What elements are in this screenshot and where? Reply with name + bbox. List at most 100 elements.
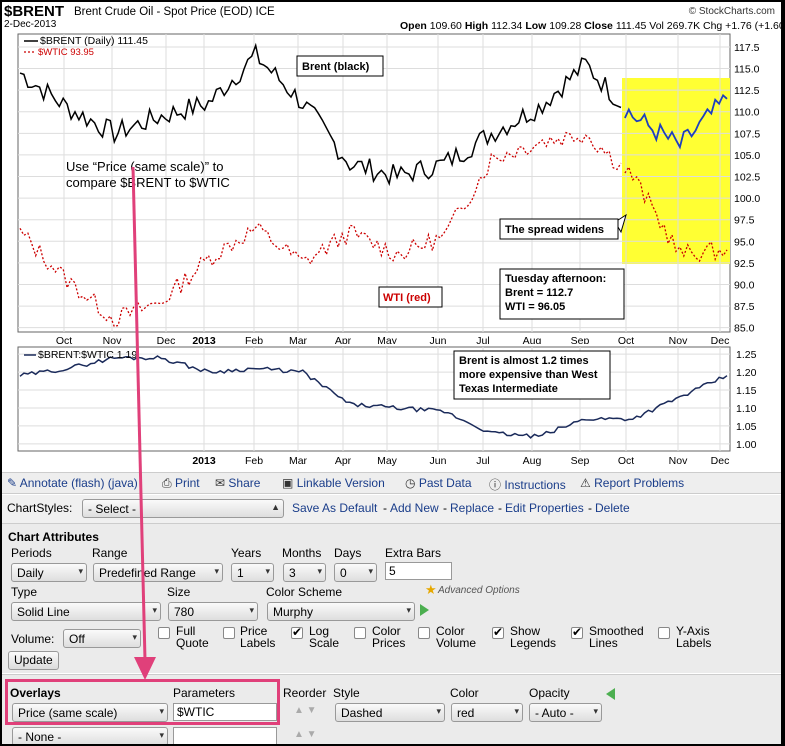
days-select[interactable]: 0 ▾: [334, 563, 377, 582]
size-select[interactable]: 780 ▾: [168, 602, 258, 621]
years-select[interactable]: 1 ▾: [231, 563, 274, 582]
y-tick-label: 85.0: [734, 323, 755, 335]
brent-black-label: Brent (black): [302, 61, 370, 73]
yaxis-line-2: Labels: [676, 636, 712, 650]
log-scale-checkbox[interactable]: [291, 625, 303, 639]
color-scheme-value: Murphy: [273, 605, 314, 619]
full-quote-checkbox[interactable]: [158, 627, 170, 639]
x-tick-label: Feb: [245, 335, 263, 344]
months-select[interactable]: 3 ▾: [283, 563, 326, 582]
range-select[interactable]: Predefined Range ▾: [93, 563, 223, 582]
chart-attributes-title: Chart Attributes: [8, 530, 99, 544]
show-legends-line-1: Show: [510, 624, 541, 638]
chevron-down-icon: ▾: [368, 566, 373, 576]
past-data-link[interactable]: ◷ Past Data: [405, 476, 472, 490]
linkable-link[interactable]: ▣ Linkable Version: [282, 476, 385, 490]
tuesday-box: [499, 268, 625, 320]
parameters-label: Parameters: [173, 686, 236, 700]
sep-2: -: [443, 501, 447, 515]
collapse-icon[interactable]: [606, 688, 615, 700]
open-value: 109.60: [429, 20, 462, 32]
ratio-y-tick-label: 1.15: [736, 385, 757, 397]
share-label: Share: [228, 476, 261, 490]
price-chart[interactable]: 117.5 115.0 112.5 110.0 107.5 105.0 102.5 100.0…: [2, 32, 781, 344]
x-tick-label: Aug: [523, 335, 542, 344]
x-tick-label: Oct: [618, 335, 634, 344]
y-tick-label: 115.0: [734, 64, 760, 76]
overlay-1-opacity-select[interactable]: - Auto - ▾: [529, 703, 602, 722]
chevron-down-icon: ▾: [436, 706, 441, 716]
delete-link[interactable]: Delete: [595, 501, 630, 515]
overlay-1-color-select[interactable]: red ▾: [451, 703, 523, 722]
x-tick-label: Dec: [157, 335, 176, 344]
log-scale-line-2: Scale: [309, 636, 340, 650]
chartstyles-select-value: - Select -: [88, 502, 137, 516]
chevron-down-icon: ▾: [159, 730, 164, 740]
color-volume-line-2: Volume: [436, 636, 477, 650]
price-labels-checkbox[interactable]: [223, 627, 235, 639]
price-labels-line-1: Price: [240, 624, 268, 638]
years-label: Years: [231, 546, 262, 560]
color-scheme-select[interactable]: Murphy ▾: [267, 602, 415, 621]
low-label: Low: [525, 20, 547, 32]
extra-bars-input[interactable]: 5: [385, 562, 452, 580]
add-new-link[interactable]: Add New: [390, 501, 439, 515]
x-tick-label: Nov: [103, 335, 122, 344]
color-prices-checkbox[interactable]: [354, 627, 366, 639]
type-select[interactable]: Solid Line ▾: [11, 602, 161, 621]
chevron-down-icon: ▲︎: [271, 502, 280, 512]
save-default-link[interactable]: Save As Default: [292, 501, 378, 515]
volume-select[interactable]: Off ▾: [63, 629, 141, 648]
periods-select[interactable]: Daily ▾: [11, 563, 87, 582]
ratio-y-tick-label: 1.05: [736, 421, 757, 433]
annotate-link[interactable]: ✎ Annotate (flash) (java): [7, 476, 138, 490]
months-label: Months: [282, 546, 322, 560]
yaxis-labels-checkbox[interactable]: [658, 627, 670, 639]
ratio-x-tick-label: Dec: [711, 455, 730, 467]
share-link[interactable]: ✉ Share: [215, 476, 260, 490]
yaxis-line-1: Y-Axis: [676, 624, 710, 638]
show-legends-checkbox[interactable]: [492, 625, 504, 639]
chevron-down-icon: ▾: [214, 566, 219, 576]
full-quote-line-1: Full: [176, 624, 196, 638]
smoothed-lines-checkbox[interactable]: [571, 625, 583, 639]
range-value: Predefined Range: [99, 566, 196, 580]
chart-attributes-panel: Chart Attributes Periods Daily ▾ Range Pr…: [2, 523, 781, 673]
symbol-title: $BRENT: [4, 3, 65, 20]
play-icon[interactable]: [420, 604, 429, 616]
brent-line: [19, 42, 622, 187]
legend-brent: $BRENT (Daily) 111.45: [40, 35, 148, 47]
full-quote-line-2: Quote: [176, 636, 209, 650]
star-icon: ★: [425, 582, 437, 597]
edit-properties-link[interactable]: Edit Properties: [505, 501, 584, 515]
print-link[interactable]: ⎙ Print: [162, 476, 200, 491]
replace-link[interactable]: Replace: [450, 501, 495, 515]
overlay-1-parameters-input[interactable]: $WTIC: [173, 703, 277, 721]
ratio-chart[interactable]: 1.25 1.20 1.15 1.10 1.05 1.00 2013 Feb Mar Apr Ma…: [2, 345, 781, 472]
instructions-link[interactable]: ⓘ Instructions: [489, 476, 566, 493]
past-data-label: Past Data: [418, 476, 472, 490]
print-icon: ⎙: [162, 476, 172, 490]
reorder-arrows-icon[interactable]: ▲ ▼: [294, 705, 317, 716]
ratio-note-box: [453, 350, 611, 400]
chart-header: $BRENT Brent Crude Oil - Spot Price (EOD…: [2, 2, 781, 32]
advanced-options-link[interactable]: Advanced Options: [438, 585, 520, 596]
overlay-1-select[interactable]: Price (same scale) ▾: [12, 703, 168, 722]
overlay-1-color-value: red: [457, 706, 475, 720]
chartstyles-select[interactable]: - Select - ▲︎: [82, 499, 284, 518]
smoothed-line-1: Smoothed: [589, 624, 644, 638]
days-label: Days: [334, 546, 362, 560]
overlays-title: Overlays: [10, 686, 61, 700]
overlay-1-style-select[interactable]: Dashed ▾: [335, 703, 445, 722]
annotate-label: Annotate (flash) (java): [19, 476, 138, 490]
report-link[interactable]: ⚠ Report Problems: [580, 476, 684, 490]
reorder-arrows-icon-2[interactable]: ▲ ▼: [294, 729, 317, 740]
overlay-2-select[interactable]: - None - ▾: [12, 727, 168, 744]
full-quote-label: Full Quote: [176, 625, 209, 649]
update-button[interactable]: Update: [8, 651, 59, 670]
overlay-2-parameters-input[interactable]: [173, 727, 277, 744]
spread-box: [499, 218, 619, 240]
color-volume-checkbox[interactable]: [418, 627, 430, 639]
legend-ratio: $BRENT:$WTIC 1.19: [38, 349, 137, 361]
